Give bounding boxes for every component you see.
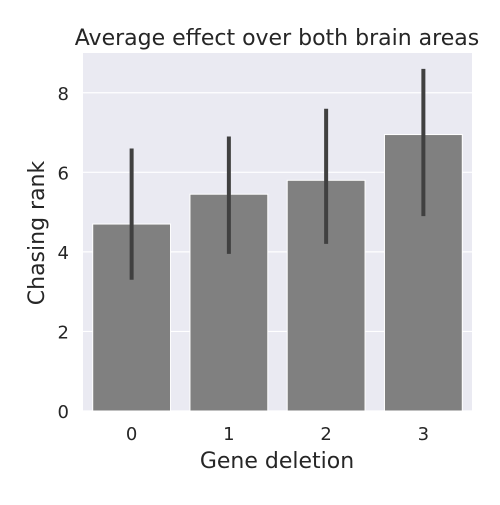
chart-title: Average effect over both brain areas [75, 26, 479, 51]
x-tick-label: 0 [126, 424, 137, 445]
x-tick-label: 2 [320, 424, 331, 445]
y-tick-label: 8 [58, 84, 69, 105]
y-axis-label: Chasing rank [25, 161, 50, 306]
y-tick-labels: 0 2 4 6 8 [58, 84, 69, 423]
bar [383, 134, 463, 412]
y-tick-label: 4 [58, 243, 69, 264]
y-tick-label: 6 [58, 163, 69, 184]
error-bars [129, 68, 426, 280]
y-tick-label: 2 [58, 322, 69, 343]
x-tick-label: 3 [418, 424, 429, 445]
x-tick-labels: 0 1 2 3 [126, 424, 429, 445]
y-tick-label: 0 [58, 402, 69, 423]
x-tick-label: 1 [223, 424, 234, 445]
x-axis-label: Gene deletion [200, 449, 354, 474]
